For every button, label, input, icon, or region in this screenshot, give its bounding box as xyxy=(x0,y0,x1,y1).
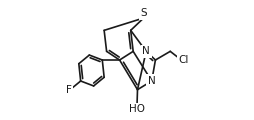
Text: F: F xyxy=(66,85,72,95)
Text: N: N xyxy=(148,76,156,86)
Text: N: N xyxy=(142,46,150,56)
Text: Cl: Cl xyxy=(179,55,189,65)
Text: HO: HO xyxy=(129,104,145,114)
Text: S: S xyxy=(140,8,147,18)
